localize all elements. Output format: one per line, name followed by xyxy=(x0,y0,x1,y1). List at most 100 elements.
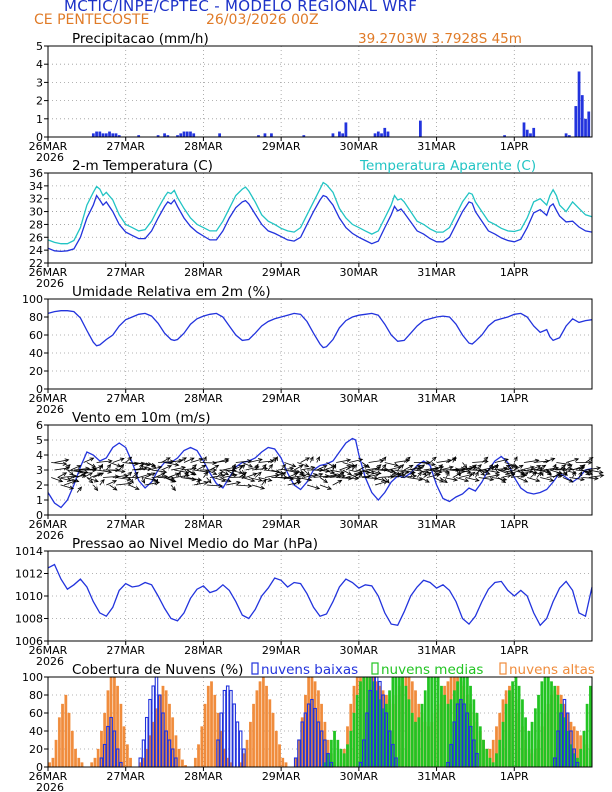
wind-vector xyxy=(258,477,272,482)
x-tick-label: 1APR xyxy=(500,140,529,153)
wind-vector-head xyxy=(165,457,171,462)
x-tick-label: 31MAR xyxy=(417,266,456,279)
wind-vector xyxy=(254,471,262,478)
chart-header: MCTIC/INPE/CPTEC - MODELO REGIONAL WRF C… xyxy=(0,0,612,30)
wind-vector-head xyxy=(395,471,401,476)
cloud-bar-nuvens-medias xyxy=(417,717,421,768)
wind-vector xyxy=(397,471,404,478)
cloud-bar-nuvens-medias xyxy=(339,748,343,768)
x-tick-label: 31MAR xyxy=(417,140,456,153)
wind-vector-head xyxy=(513,465,519,470)
wind-vector-head xyxy=(425,478,430,483)
wind-vector-head xyxy=(346,465,352,470)
temp-line-cyan xyxy=(47,181,593,245)
wind-vector-head xyxy=(484,459,489,464)
precip-bar xyxy=(270,133,273,137)
y-tick-label: 80 xyxy=(29,311,43,324)
wind-vector-head xyxy=(513,456,518,461)
precip-bar xyxy=(341,133,345,137)
wind-vector xyxy=(297,462,309,467)
wind-vector xyxy=(433,477,444,483)
cloud-bar-nuvens-altas xyxy=(278,744,281,768)
wind-vector xyxy=(180,477,196,481)
wind-vector xyxy=(517,477,528,483)
wind-vector-head xyxy=(528,469,534,474)
wind-vector xyxy=(365,473,379,478)
y-tick-label: 1010 xyxy=(15,590,43,603)
wind-vector xyxy=(410,465,421,471)
cloud-bar-nuvens-altas xyxy=(252,703,255,768)
wind-vector xyxy=(465,477,480,482)
wind-vector-head xyxy=(203,471,209,477)
wind-vector-head xyxy=(257,458,263,463)
wind-vector-head xyxy=(505,464,511,469)
wind-vector xyxy=(115,477,131,481)
wind-vector-head xyxy=(325,468,331,473)
wind-vector-head xyxy=(71,480,77,485)
wind-vector xyxy=(135,462,150,466)
wind-vector-head xyxy=(191,477,197,482)
cloud-bar-nuvens-altas xyxy=(61,703,64,768)
wind-vector xyxy=(433,469,438,476)
cloud-bar-nuvens-altas xyxy=(80,762,84,768)
wind-vector-head xyxy=(151,463,157,469)
wind-vector xyxy=(209,464,219,471)
cloud-bar-nuvens-altas xyxy=(181,759,184,768)
wind-vector-head xyxy=(464,478,470,483)
cloud-bar-nuvens-medias xyxy=(530,721,534,768)
wind-vector xyxy=(455,477,469,482)
wind-vector xyxy=(73,469,89,474)
y-tick-label: 24 xyxy=(29,244,43,257)
wind-vector-head xyxy=(571,471,576,476)
wind-vector xyxy=(339,465,351,471)
wind-vector-head xyxy=(157,465,163,470)
wind-vector-head xyxy=(66,464,71,469)
cloud-bar-nuvens-medias xyxy=(498,739,502,768)
y-tick-label: 1 xyxy=(36,494,43,507)
cloud-bar-nuvens-altas xyxy=(265,685,268,768)
wind-vector-head xyxy=(518,464,524,469)
wind-vector xyxy=(536,471,542,478)
wind-vector-head xyxy=(391,470,397,475)
wind-vector-head xyxy=(93,478,99,483)
temp-line-blue xyxy=(47,194,593,253)
wind-vector-head xyxy=(65,466,71,471)
precip-bar xyxy=(176,135,179,137)
wind-vector xyxy=(219,469,229,476)
x-tick-label: 1APR xyxy=(500,518,529,531)
wind-vector xyxy=(368,459,384,463)
wind-vector-head xyxy=(449,465,454,470)
precip-bar xyxy=(257,135,260,137)
wind-vector-head xyxy=(599,473,605,478)
wind-vector-head xyxy=(332,463,337,469)
cloud-bar-nuvens-medias xyxy=(511,681,515,768)
wind-vector xyxy=(501,464,511,471)
wind-vector-head xyxy=(580,464,586,469)
wind-vector xyxy=(403,464,414,471)
y-tick-label: 60 xyxy=(29,707,43,720)
wind-vector xyxy=(148,462,156,468)
wind-vector xyxy=(329,475,346,478)
cloud-bar-nuvens-medias xyxy=(482,739,485,768)
cloud-bar-nuvens-altas xyxy=(48,762,51,768)
x-tick-label: 27MAR xyxy=(106,140,145,153)
plot-frame xyxy=(47,676,593,768)
cloud-bar-nuvens-altas xyxy=(125,744,129,768)
x-tick-label: 30MAR xyxy=(340,770,379,783)
cloud-bar-nuvens-altas xyxy=(255,690,259,768)
x-tick-label: 1APR xyxy=(500,770,529,783)
cloud-bar-nuvens-medias xyxy=(553,685,557,768)
wind-vector-head xyxy=(438,464,444,469)
wind-vector xyxy=(151,469,167,473)
wind-vector xyxy=(125,471,132,478)
wind-vector xyxy=(138,473,152,478)
wind-vector xyxy=(284,462,296,467)
wind-vector xyxy=(83,457,94,463)
wind-vector xyxy=(196,479,201,486)
wind-vector-head xyxy=(254,463,259,469)
cloud-bar-nuvens-baixas xyxy=(235,721,240,768)
cloud-bar-nuvens-medias xyxy=(430,676,434,768)
cloud-bar-nuvens-medias xyxy=(420,703,424,768)
wind-vector xyxy=(445,471,450,478)
